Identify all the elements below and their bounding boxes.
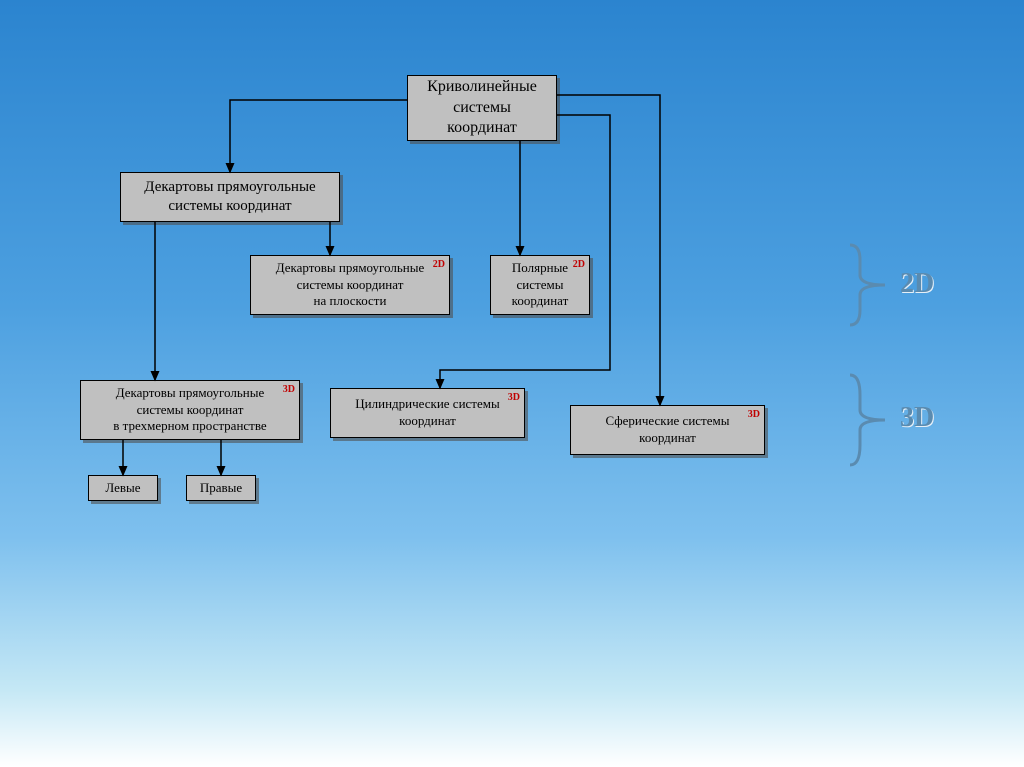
- side-label-2d: 2D: [900, 268, 934, 300]
- brace-2d-icon: [850, 245, 885, 325]
- node-line: системы координат: [168, 197, 291, 217]
- badge-2d-icon: 2D: [573, 258, 585, 271]
- node-cylindrical: 3D Цилиндрические системы координат: [330, 388, 525, 438]
- node-line: в трехмерном пространстве: [113, 418, 266, 435]
- node-line: Декартовы прямоугольные: [116, 385, 265, 402]
- node-line: Правые: [200, 480, 242, 497]
- node-line: Криволинейные: [427, 77, 537, 98]
- node-line: Сферические системы: [606, 413, 730, 430]
- node-line: Левые: [105, 480, 140, 497]
- node-line: Декартовы прямоугольные: [144, 178, 315, 198]
- node-line: координат: [512, 293, 569, 310]
- node-line: на плоскости: [314, 293, 387, 310]
- edge: [440, 115, 610, 388]
- badge-3d-icon: 3D: [283, 383, 295, 396]
- node-cartesian2d: 2D Декартовы прямоугольные системы коорд…: [250, 255, 450, 315]
- node-line: координат: [447, 118, 517, 139]
- side-label-text: 3D: [900, 402, 934, 433]
- node-line: системы координат: [297, 277, 404, 294]
- node-left: Левые: [88, 475, 158, 501]
- node-root: Криволинейные системы координат: [407, 75, 557, 141]
- edge: [557, 95, 660, 405]
- node-line: системы: [517, 277, 564, 294]
- badge-2d-icon: 2D: [433, 258, 445, 271]
- node-line: системы координат: [137, 402, 244, 419]
- node-line: Полярные: [512, 260, 568, 277]
- side-label-3d: 3D: [900, 402, 934, 434]
- node-line: системы: [453, 98, 511, 119]
- side-label-text: 2D: [900, 268, 934, 299]
- badge-3d-icon: 3D: [748, 408, 760, 421]
- node-line: координат: [639, 430, 696, 447]
- brace-3d-icon: [850, 375, 885, 465]
- node-line: Декартовы прямоугольные: [276, 260, 425, 277]
- node-line: координат: [399, 413, 456, 430]
- node-line: Цилиндрические системы: [355, 396, 499, 413]
- node-right: Правые: [186, 475, 256, 501]
- node-polar: 2D Полярные системы координат: [490, 255, 590, 315]
- edge: [230, 100, 407, 172]
- node-cartesian3d: 3D Декартовы прямоугольные системы коорд…: [80, 380, 300, 440]
- badge-3d-icon: 3D: [508, 391, 520, 404]
- node-cartesian: Декартовы прямоугольные системы координа…: [120, 172, 340, 222]
- node-spherical: 3D Сферические системы координат: [570, 405, 765, 455]
